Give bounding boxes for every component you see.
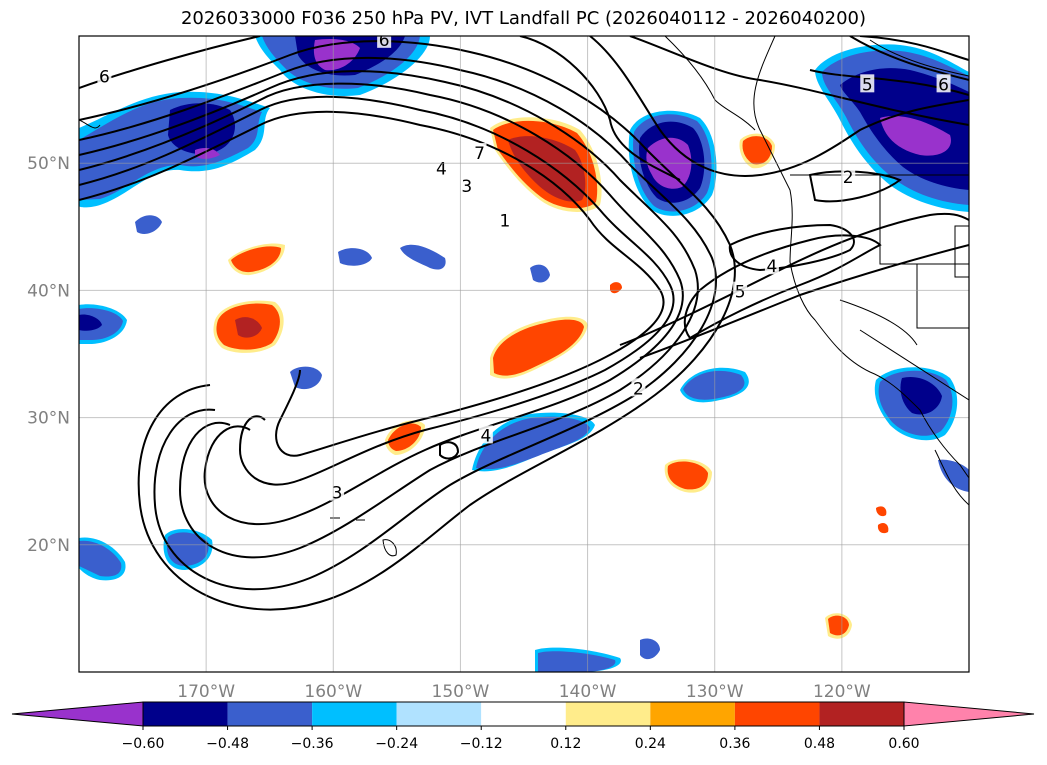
contour-label-bg — [968, 57, 969, 76]
colorbar-segment — [650, 702, 735, 726]
lat-tick-label: 30°N — [27, 409, 70, 429]
contour-label-bg — [936, 74, 951, 93]
lat-tick-label: 20°N — [27, 536, 70, 556]
contour-label-bg — [97, 66, 112, 85]
contour-label: 3 — [461, 177, 472, 197]
contour-label-bg — [764, 256, 779, 275]
colorbar-segment — [396, 702, 482, 726]
contour-label: 2 — [843, 168, 854, 188]
colorbar-extend-low — [11, 701, 144, 727]
contour-label-bg — [841, 167, 856, 186]
colorbar-tick-label: 0.12 — [550, 736, 581, 752]
contour-label: 6 — [99, 68, 110, 88]
contour-label-bg — [472, 143, 487, 162]
colorbar-tick-label: −0.36 — [291, 736, 334, 752]
colorbar-tick-label: −0.48 — [206, 736, 249, 752]
contour-label: 6 — [938, 75, 949, 95]
figure-title: 2026033000 F036 250 hPa PV, IVT Landfall… — [180, 8, 867, 29]
contour-label-bg — [631, 378, 646, 397]
colorbar: −0.60 −0.48 −0.36 −0.24 −0.12 0.12 0.24 0.36 0.4… — [11, 701, 1035, 752]
contour-label-bg — [497, 210, 512, 229]
colorbar-extend-high — [903, 701, 1035, 727]
contour-label: 4 — [436, 159, 447, 179]
colorbar-segment — [312, 702, 397, 726]
lon-tick-label: 170°W — [177, 682, 235, 702]
contour-label: 7 — [474, 144, 485, 164]
contour-label: 1 — [500, 211, 511, 231]
contour-label: 5 — [735, 283, 746, 303]
contour-label: 7 — [970, 59, 981, 79]
colorbar-segment — [481, 702, 566, 726]
contour-label: 6 — [379, 31, 390, 51]
colorbar-segment — [565, 702, 651, 726]
lat-tick-label: 40°N — [27, 281, 70, 301]
colorbar-tick-label: −0.12 — [460, 736, 503, 752]
colorbar-segment — [734, 702, 820, 726]
colorbar-tick-label: 0.60 — [888, 736, 919, 752]
map-frame — [78, 35, 970, 673]
colorbar-segment — [227, 702, 313, 726]
colorbar-tick-label: 0.24 — [635, 736, 666, 752]
pv-neg-small-1 — [338, 248, 372, 266]
gridlines — [79, 36, 969, 672]
contour-label: 3 — [332, 484, 343, 504]
colorbar-segment — [143, 702, 228, 726]
colorbar-frame — [142, 701, 905, 727]
positive-pv-shading — [213, 117, 889, 639]
contour-label: 4 — [767, 257, 778, 277]
lon-tick-label: 160°W — [304, 682, 362, 702]
contour-label: 2 — [633, 379, 644, 399]
lon-tick-label: 120°W — [813, 682, 871, 702]
colorbar-tick-label: 0.48 — [804, 736, 835, 752]
contour-label: 5 — [862, 75, 873, 95]
latitude-labels: 20°N 30°N 40°N 50°N — [27, 154, 70, 556]
colorbar-tick-label: −0.24 — [375, 736, 418, 752]
contour-label-bg — [377, 36, 392, 48]
contour-label-bg — [478, 425, 493, 444]
lon-tick-label: 150°W — [432, 682, 490, 702]
colorbar-tick-label: −0.60 — [122, 736, 165, 752]
contour-label-bg — [860, 74, 875, 93]
colorbar-tick-label: 0.36 — [719, 736, 750, 752]
lon-tick-label: 140°W — [559, 682, 617, 702]
lat-tick-label: 50°N — [27, 154, 70, 174]
colorbar-segment — [819, 702, 904, 726]
contour-label-bg — [459, 176, 474, 195]
longitude-labels: 170°W 160°W 150°W 140°W 130°W 120°W — [177, 682, 871, 702]
lon-tick-label: 130°W — [686, 682, 744, 702]
contour-label: 4 — [480, 426, 491, 446]
pv-contours — [79, 36, 969, 611]
